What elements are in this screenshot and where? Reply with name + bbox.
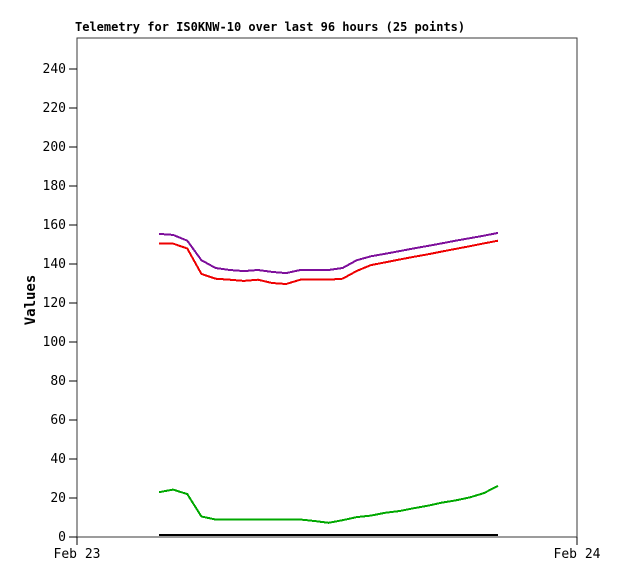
y-tick-label: 240 [43,62,66,77]
y-tick-label: 140 [43,257,66,272]
y-tick-label: 20 [50,491,66,506]
series-line-red-channel [159,239,499,285]
series-line-green-channel [158,485,499,524]
x-tick-label: Feb 24 [554,547,601,562]
x-tick-label: Feb 23 [54,547,101,562]
y-tick-label: 120 [43,296,66,311]
y-tick-label: 200 [43,140,66,155]
y-tick-label: 60 [50,413,66,428]
y-tick-label: 100 [43,335,66,350]
series-line-purple-channel [158,231,499,275]
plot-border [76,37,578,538]
y-tick-label: 0 [58,530,66,545]
y-tick-label: 160 [43,218,66,233]
y-tick-label: 180 [43,179,66,194]
chart-title: Telemetry for IS0KNW-10 over last 96 hou… [75,20,466,34]
y-tick-label: 80 [50,374,66,389]
y-tick-label: 220 [43,101,66,116]
y-tick-label: 40 [50,452,66,467]
